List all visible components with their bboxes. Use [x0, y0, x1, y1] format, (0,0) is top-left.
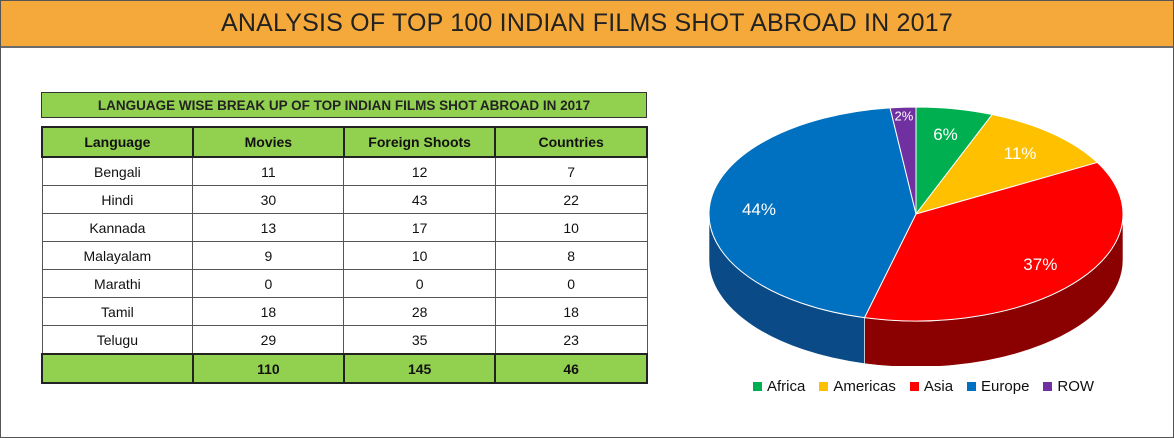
header-foreign-shoots: Foreign Shoots — [342, 126, 497, 158]
chart-legend: Africa Americas Asia Europe ROW — [753, 378, 1094, 395]
cell-foreign-shoots: 10 — [343, 241, 496, 270]
header-movies: Movies — [191, 126, 345, 158]
cell-foreign-shoots: 35 — [343, 325, 496, 355]
legend-item-europe: Europe — [967, 378, 1029, 395]
cell-foreign-shoots: 0 — [343, 269, 496, 298]
cell-countries: 10 — [494, 213, 648, 242]
table-row: Kannada 13 17 10 — [41, 213, 648, 242]
pie-label-asia: 37% — [1023, 255, 1057, 274]
cell-foreign-shoots: 12 — [343, 156, 496, 186]
pie-label-europe: 44% — [742, 200, 776, 219]
legend-label: ROW — [1057, 378, 1095, 395]
cell-language: Tamil — [41, 297, 194, 326]
pie-label-africa: 6% — [933, 125, 958, 144]
cell-language: Bengali — [41, 156, 194, 186]
cell-movies: 11 — [192, 156, 345, 186]
cell-movies: 13 — [192, 213, 345, 242]
cell-language: Malayalam — [41, 241, 194, 270]
legend-swatch — [1043, 382, 1053, 391]
table-total-row: 110 145 46 — [41, 353, 648, 384]
table-row: Tamil 18 28 18 — [41, 297, 648, 326]
pie-slice-europe — [708, 107, 917, 319]
legend-label: Africa — [767, 378, 806, 395]
cell-movies: 9 — [192, 241, 345, 270]
pie-slice-americas — [914, 113, 1099, 215]
pie-label-americas: 11% — [1004, 144, 1037, 163]
legend-swatch — [909, 382, 919, 391]
table-row: Marathi 0 0 0 — [41, 269, 648, 298]
header-countries: Countries — [494, 126, 648, 158]
cell-countries: 18 — [494, 297, 648, 326]
legend-item-africa: Africa — [753, 378, 805, 395]
cell-foreign-shoots: 43 — [343, 185, 496, 214]
table-row: Malayalam 9 10 8 — [41, 241, 648, 270]
table-header-row: Language Movies Foreign Shoots Countries — [41, 126, 648, 158]
total-language — [41, 353, 194, 384]
table-title: LANGUAGE WISE BREAK UP OF TOP INDIAN FIL… — [41, 92, 647, 118]
cell-countries: 23 — [494, 325, 648, 355]
pie-slice-asia — [863, 161, 1124, 322]
cell-language: Hindi — [41, 185, 194, 214]
table-row: Bengali 11 12 7 — [41, 156, 648, 186]
cell-countries: 22 — [494, 185, 648, 214]
cell-foreign-shoots: 28 — [343, 297, 496, 326]
legend-item-asia: Asia — [909, 378, 954, 395]
legend-label: Europe — [981, 378, 1030, 395]
table-row: Telugu 29 35 23 — [41, 325, 648, 355]
cell-language: Telugu — [41, 325, 194, 355]
title-banner: ANALYSIS OF TOP 100 INDIAN FILMS SHOT AB… — [1, 1, 1173, 48]
cell-countries: 7 — [494, 156, 648, 186]
language-table: Language Movies Foreign Shoots Countries… — [41, 126, 648, 384]
legend-item-americas: Americas — [819, 378, 896, 395]
cell-countries: 0 — [494, 269, 648, 298]
legend-item-row: ROW — [1043, 378, 1094, 395]
legend-swatch — [753, 382, 762, 391]
cell-movies: 29 — [192, 325, 345, 355]
cell-countries: 8 — [494, 241, 648, 270]
legend-label: Americas — [833, 378, 896, 395]
cell-language: Marathi — [41, 269, 194, 298]
cell-movies: 18 — [192, 297, 345, 326]
page-title: ANALYSIS OF TOP 100 INDIAN FILMS SHOT AB… — [221, 9, 953, 37]
legend-swatch — [967, 382, 977, 391]
cell-foreign-shoots: 17 — [343, 213, 496, 242]
cell-language: Kannada — [41, 213, 194, 242]
legend-swatch — [819, 382, 829, 391]
pie-slice-row — [889, 106, 917, 215]
table-row: Hindi 30 43 22 — [41, 185, 648, 214]
total-movies: 110 — [191, 353, 345, 384]
cell-movies: 0 — [192, 269, 345, 298]
pie-label-row: 2% — [895, 109, 914, 124]
total-foreign-shoots: 145 — [342, 353, 497, 384]
header-language: Language — [41, 126, 194, 158]
region-pie-chart: 6% 11% 37% 44% 2% — [708, 106, 1124, 366]
legend-label: Asia — [923, 378, 954, 395]
cell-movies: 30 — [192, 185, 345, 214]
total-countries: 46 — [494, 353, 648, 384]
